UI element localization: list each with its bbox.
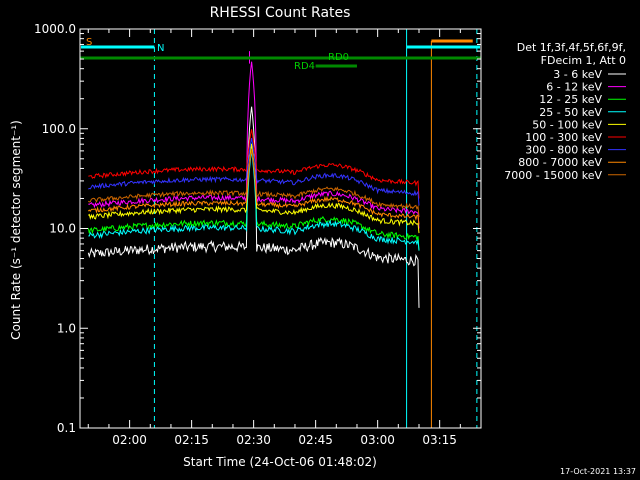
- x-tick-label: 03:00: [360, 433, 395, 447]
- y-tick-label: 1.0: [57, 321, 76, 335]
- legend-label: 12 - 25 keV: [539, 93, 602, 106]
- plot-area: [79, 29, 481, 428]
- series-line-8: [88, 149, 420, 218]
- legend-label: 300 - 800 keV: [525, 144, 602, 157]
- instrument-annotations: S N RD0 RD4: [86, 37, 349, 72]
- legend: Det 1f,3f,4f,5f,6f,9f, FDecim 1, Att 0 3…: [504, 41, 626, 182]
- x-axis: 02:00 02:15 02:30 02:45 03:00 03:15: [87, 29, 461, 447]
- legend-label: 6 - 12 keV: [546, 81, 602, 94]
- y-tick-label: 1000.0: [34, 22, 76, 36]
- series-line-3: [88, 150, 420, 251]
- legend-label: 25 - 50 keV: [539, 106, 602, 119]
- legend-label: 100 - 300 keV: [525, 131, 602, 144]
- series-line-0: [87, 106, 420, 308]
- y-tick-label: 100.0: [42, 122, 76, 136]
- series-line-6: [88, 138, 420, 206]
- x-tick-label: 02:30: [236, 433, 271, 447]
- legend-label: 3 - 6 keV: [553, 68, 602, 81]
- x-tick-label: 03:15: [422, 433, 457, 447]
- legend-label: 50 - 100 keV: [532, 118, 602, 131]
- y-tick-label: 0.1: [57, 421, 76, 435]
- x-tick-label: 02:00: [112, 433, 147, 447]
- legend-label: 7000 - 15000 keV: [504, 169, 602, 182]
- x-tick-label: 02:45: [298, 433, 333, 447]
- rd4-label: RD4: [294, 61, 315, 72]
- legend-header-line1: Det 1f,3f,4f,5f,6f,9f,: [517, 41, 626, 54]
- x-axis-label: Start Time (24-Oct-06 01:48:02): [183, 455, 377, 469]
- series-line-5: [88, 129, 420, 199]
- y-tick-label: 10.0: [49, 222, 76, 236]
- legend-label: 800 - 7000 keV: [518, 156, 602, 169]
- s-label: S: [86, 37, 92, 48]
- series-line-1: [88, 61, 420, 229]
- legend-header-line2: FDecim 1, Att 0: [541, 54, 626, 67]
- n-label: N: [157, 43, 164, 54]
- rd0-label: RD0: [328, 52, 349, 63]
- x-tick-label: 02:15: [174, 433, 209, 447]
- y-axis-label: Count Rate (s⁻¹ detector segment⁻¹): [9, 120, 23, 340]
- footer-timestamp: 17-Oct-2021 13:37: [560, 467, 636, 476]
- y-axis: 0.1 1.0 10.0 100.0 1000.0: [34, 22, 481, 435]
- chart-title: RHESSI Count Rates: [210, 5, 351, 21]
